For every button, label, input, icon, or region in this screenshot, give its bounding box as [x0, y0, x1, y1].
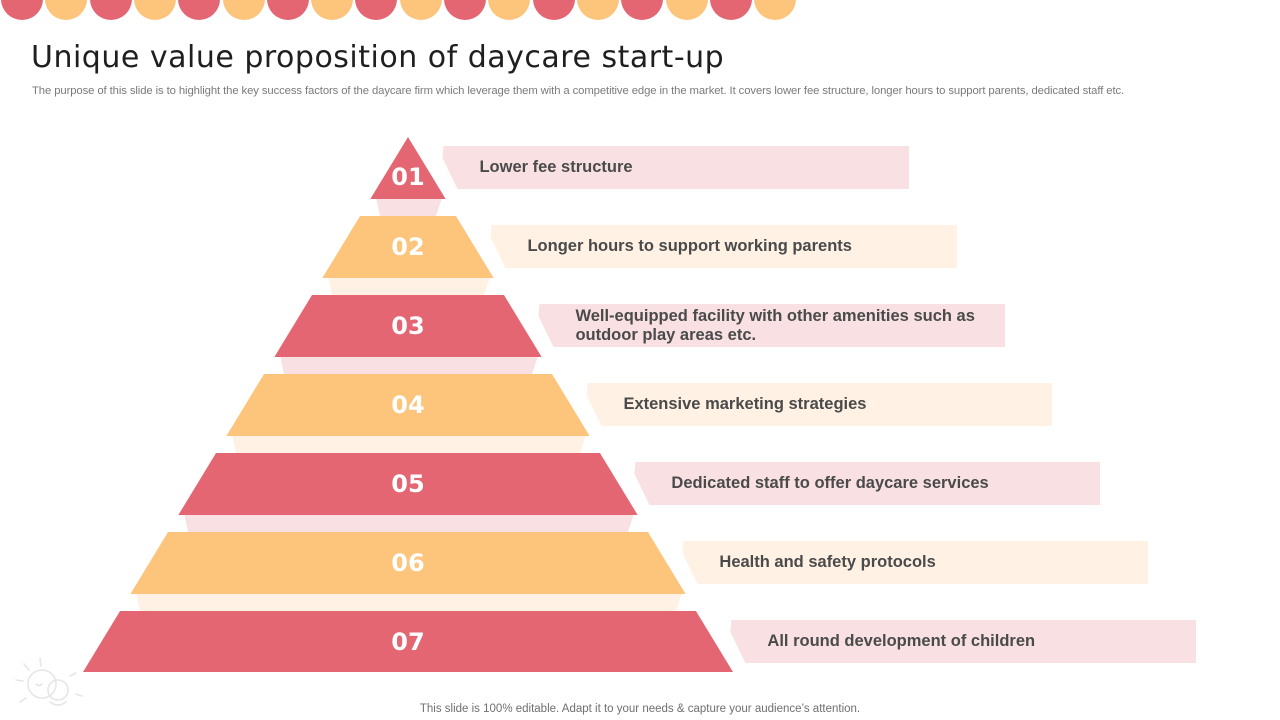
level-number-05: 05 [391, 470, 425, 498]
level-banner-01 [442, 146, 909, 189]
level-label-06: Health and safety protocols [719, 553, 936, 571]
level-gap-05 [184, 515, 634, 532]
decorative-dot [576, 0, 619, 20]
level-gap-06 [136, 594, 682, 611]
page-title: Unique value proposition of daycare star… [31, 40, 725, 75]
decorative-dot [754, 0, 797, 20]
level-gap-04 [232, 436, 586, 453]
decorative-dot [45, 0, 88, 20]
decorative-dot [665, 0, 708, 20]
decorative-dot [488, 0, 531, 20]
pyramid-level-05 [178, 453, 638, 515]
decorative-dot [532, 0, 575, 20]
pyramid-level-01 [370, 137, 446, 199]
decorative-dot [222, 0, 265, 20]
pyramid-level-04 [226, 374, 590, 436]
level-number-07: 07 [391, 628, 425, 656]
level-label-02: Longer hours to support working parents [527, 237, 852, 255]
decorative-dot [399, 0, 442, 20]
level-label-04: Extensive marketing strategies [623, 395, 867, 413]
level-banner-04 [586, 383, 1052, 426]
pyramid-level-02 [322, 216, 494, 278]
page-subtitle: The purpose of this slide is to highligh… [32, 85, 1125, 97]
decorative-dot [709, 0, 752, 20]
level-number-04: 04 [391, 391, 425, 419]
pyramid-level-03 [274, 295, 542, 357]
decorative-dot [266, 0, 309, 20]
level-number-01: 01 [391, 163, 425, 191]
level-banner-02 [490, 225, 957, 268]
decorative-dot [1, 0, 43, 20]
level-banner-05 [634, 462, 1100, 505]
pyramid-level-06 [130, 532, 686, 594]
level-number-02: 02 [391, 233, 425, 261]
level-number-03: 03 [391, 312, 425, 340]
decorative-dot [355, 0, 398, 20]
baby-icon [10, 650, 86, 714]
footer-note: This slide is 100% editable. Adapt it to… [419, 703, 861, 715]
level-label-01: Lower fee structure [479, 158, 633, 176]
level-gap-03 [280, 357, 538, 374]
decorative-dot [621, 0, 664, 20]
level-label-05: Dedicated staff to offer daycare service… [671, 474, 989, 492]
decorative-dot [311, 0, 354, 20]
level-gap-01 [376, 199, 442, 216]
decorative-dot [178, 0, 221, 20]
level-banner-06 [682, 541, 1148, 584]
level-number-06: 06 [391, 549, 425, 577]
level-gap-02 [328, 278, 490, 295]
decorative-dot [444, 0, 486, 20]
pyramid-level-07 [83, 611, 733, 672]
level-banner-03 [538, 304, 1005, 347]
decorative-dot [89, 0, 132, 20]
level-label-07: All round development of children [767, 632, 1036, 650]
top-decorative-dots [0, 0, 800, 22]
level-banner-07 [730, 620, 1196, 663]
level-label-03: Well-equipped facility with other amenit… [575, 307, 975, 344]
decorative-dot [133, 0, 176, 20]
